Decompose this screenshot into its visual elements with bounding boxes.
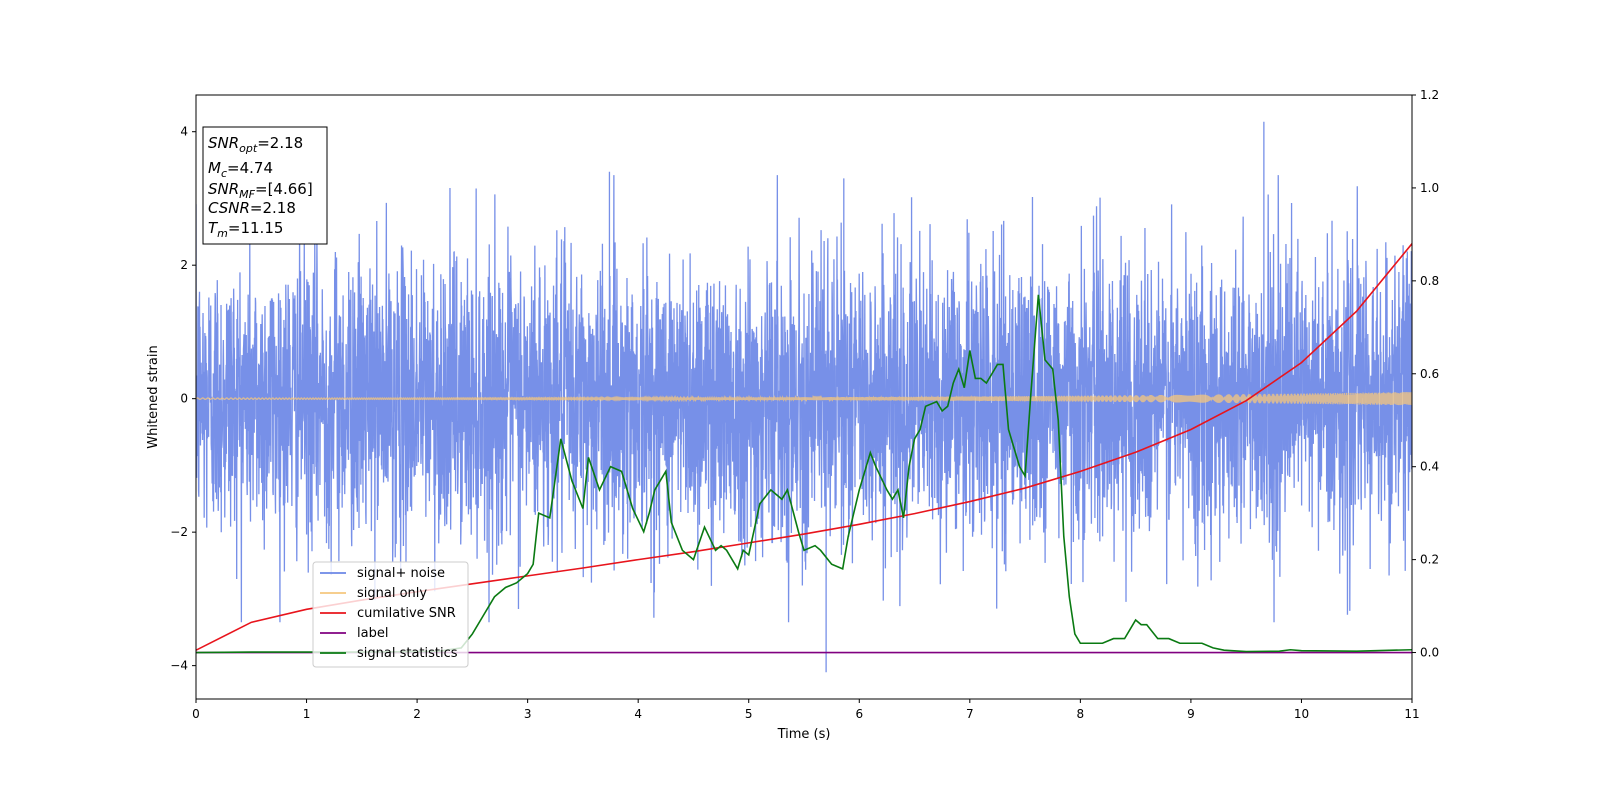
legend: signal+ noise signal only cumilative SNR… — [312, 561, 469, 668]
x-tick-label: 0 — [192, 707, 200, 721]
y-axis-label: Whitened strain — [146, 345, 161, 448]
y2-tick-label: 0.0 — [1420, 646, 1439, 660]
y2-tick-label: 0.8 — [1420, 274, 1439, 288]
y-tick-label: 0 — [180, 392, 188, 406]
y2-tick-label: 0.4 — [1420, 460, 1439, 474]
legend-label-signal-noise: signal+ noise — [357, 566, 445, 581]
x-tick-label: 8 — [1077, 707, 1085, 721]
axes-layer: 0 1 2 3 4 5 6 7 8 9 10 11 −4 −2 0 2 4 0.0 0.2 0.4 0.6 0.8 1.0 1… — [170, 88, 1439, 721]
series-layer — [196, 121, 1412, 673]
x-tick-label: 7 — [966, 707, 974, 721]
info-line-csnr: CSNR=2.18 — [208, 199, 296, 217]
legend-label-label: label — [357, 626, 388, 641]
plot-frame — [195, 94, 1413, 700]
info-line-snr-opt: SNRopt=2.18 — [208, 134, 303, 155]
y-tick-label: −2 — [170, 525, 188, 539]
legend-label-signal-only: signal only — [357, 586, 427, 601]
x-tick-label: 5 — [745, 707, 753, 721]
legend-frame — [312, 561, 469, 668]
series-signal-statistics-line — [196, 294, 1412, 654]
y2-tick-label: 1.2 — [1420, 88, 1439, 102]
info-box-frame — [202, 126, 328, 245]
series-signal-noise-line — [196, 121, 1412, 673]
x-tick-label: 3 — [524, 707, 532, 721]
x-tick-label: 10 — [1294, 707, 1309, 721]
legend-label-signal-statistics: signal statistics — [357, 646, 458, 661]
series-signal-only-line — [196, 392, 1412, 406]
info-line-mc: Mc=4.74 — [208, 159, 273, 180]
x-tick-label: 4 — [634, 707, 642, 721]
legend-label-cumulative-snr: cumilative SNR — [357, 606, 456, 621]
y-tick-label: 4 — [180, 125, 188, 139]
info-line-snr-mf: SNRMF=[4.66] — [208, 180, 313, 201]
x-tick-label: 2 — [413, 707, 421, 721]
x-tick-label: 1 — [303, 707, 311, 721]
y-tick-label: 2 — [180, 258, 188, 272]
x-axis-label: Time (s) — [777, 727, 831, 742]
x-tick-label: 6 — [855, 707, 863, 721]
info-box: SNRopt=2.18 Mc=4.74 SNRMF=[4.66] CSNR=2.… — [202, 126, 328, 245]
x-tick-label: 9 — [1187, 707, 1195, 721]
y-tick-label: −4 — [170, 659, 188, 673]
y2-tick-label: 1.0 — [1420, 181, 1439, 195]
x-tick-label: 11 — [1404, 707, 1419, 721]
info-line-tm: Tm=11.15 — [208, 219, 283, 240]
y2-tick-label: 0.2 — [1420, 553, 1439, 567]
y2-tick-label: 0.6 — [1420, 367, 1439, 381]
